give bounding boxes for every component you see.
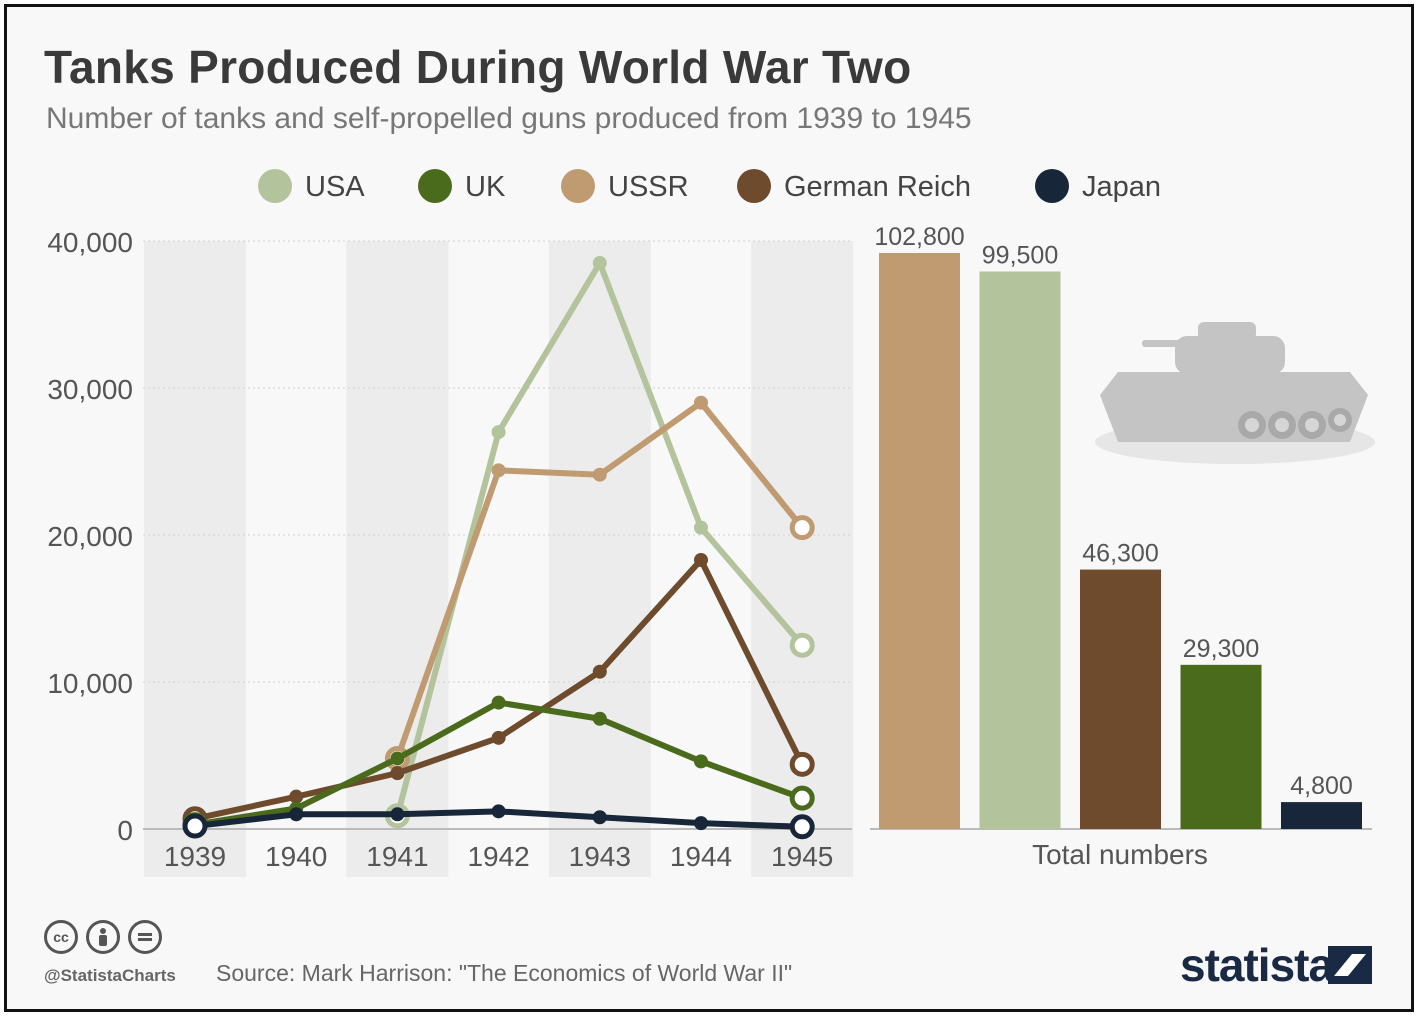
series-line: [192, 556, 806, 822]
data-point: [789, 814, 815, 840]
data-point: [390, 751, 405, 766]
bar-ussr: [879, 253, 960, 829]
brand-logo-text: statista: [1180, 939, 1334, 991]
data-point: [592, 711, 607, 726]
series-japan: [182, 804, 815, 840]
data-point: [694, 754, 708, 769]
line-series: [182, 256, 815, 840]
total-bars: 102,800 99,500 46,300 29,300 4,800: [870, 223, 1372, 830]
legend-item: German Reich: [737, 169, 971, 203]
y-tick-label: 40,000: [47, 227, 133, 258]
data-point: [789, 751, 815, 777]
tank-icon: [1095, 322, 1375, 464]
legend-swatch: [561, 169, 595, 203]
attribution-icon: [86, 920, 120, 954]
data-point: [694, 552, 708, 567]
cc-icon: cc: [44, 920, 78, 954]
x-tick-label: 1940: [265, 841, 327, 872]
data-point: [182, 813, 208, 839]
bar-value-label: 4,800: [1290, 772, 1353, 800]
legend-item: UK: [418, 169, 506, 203]
legend-label: Japan: [1082, 171, 1161, 203]
bar-value-label: 102,800: [874, 223, 964, 251]
gridlines: [143, 240, 852, 830]
column-shade-1945: [751, 241, 854, 877]
legend-swatch: [418, 169, 452, 203]
bar-german-reich: [1080, 569, 1161, 829]
social-handle: @StatistaCharts: [44, 966, 176, 985]
legend-item: Japan: [1035, 169, 1161, 203]
series-german-reich: [182, 552, 815, 832]
legend-swatch: [258, 169, 292, 203]
y-tick-label: 10,000: [47, 668, 133, 699]
data-point: [390, 766, 405, 781]
y-tick-label: 20,000: [47, 521, 133, 552]
license-icons: cc: [44, 920, 162, 954]
bar-axis-label: Total numbers: [1032, 839, 1208, 870]
legend: USA UK USSR German Reich Japan: [258, 169, 1161, 203]
column-shade-1943: [548, 241, 651, 877]
legend-item: USSR: [561, 169, 689, 203]
legend-label: UK: [465, 171, 506, 203]
legend-item: USA: [258, 169, 365, 203]
bar-value-label: 29,300: [1183, 635, 1259, 663]
data-point: [390, 807, 405, 822]
legend-swatch: [1035, 169, 1069, 203]
legend-label: USSR: [608, 171, 689, 203]
data-point: [592, 467, 607, 482]
data-point: [694, 816, 708, 831]
data-point: [491, 463, 506, 478]
data-point: [694, 395, 708, 410]
bar-japan: [1281, 802, 1362, 829]
x-axis: 1939 1940 1941 1942 1943 1944 1945: [164, 841, 833, 872]
column-shading: [144, 241, 854, 877]
data-point: [592, 256, 607, 271]
column-shade-1939: [144, 241, 246, 877]
no-derivatives-icon: [128, 920, 162, 954]
y-axis: 0 10,000 20,000 30,000 40,000: [47, 227, 133, 846]
x-tick-label: 1945: [771, 841, 833, 872]
data-point: [592, 664, 607, 679]
brand-logo-icon: [1328, 946, 1372, 984]
data-point: [789, 632, 815, 658]
data-point: [491, 695, 506, 710]
x-tick-label: 1939: [164, 841, 226, 872]
bar-usa: [979, 271, 1061, 830]
data-point: [491, 425, 506, 440]
data-point: [491, 804, 506, 819]
x-tick-label: 1944: [670, 841, 732, 872]
y-tick-label: 0: [117, 815, 133, 846]
data-point: [289, 807, 304, 822]
legend-label: USA: [305, 171, 365, 203]
source-note: Source: Mark Harrison: "The Economics of…: [216, 960, 793, 986]
data-point: [491, 730, 506, 745]
bar-value-label: 46,300: [1082, 540, 1158, 568]
data-point: [694, 520, 708, 535]
chart-title: Tanks Produced During World War Two: [44, 41, 912, 93]
y-tick-label: 30,000: [47, 374, 133, 405]
data-point: [789, 515, 815, 541]
chart-subtitle: Number of tanks and self-propelled guns …: [46, 102, 972, 135]
x-tick-label: 1942: [467, 841, 529, 872]
legend-label: German Reich: [784, 171, 971, 203]
data-point: [592, 810, 607, 825]
legend-swatch: [737, 169, 771, 203]
x-tick-label: 1943: [569, 841, 631, 872]
bar-uk: [1180, 664, 1262, 829]
data-point: [789, 785, 815, 811]
data-point: [289, 789, 304, 804]
x-tick-label: 1941: [366, 841, 428, 872]
bar-value-label: 99,500: [982, 241, 1058, 269]
